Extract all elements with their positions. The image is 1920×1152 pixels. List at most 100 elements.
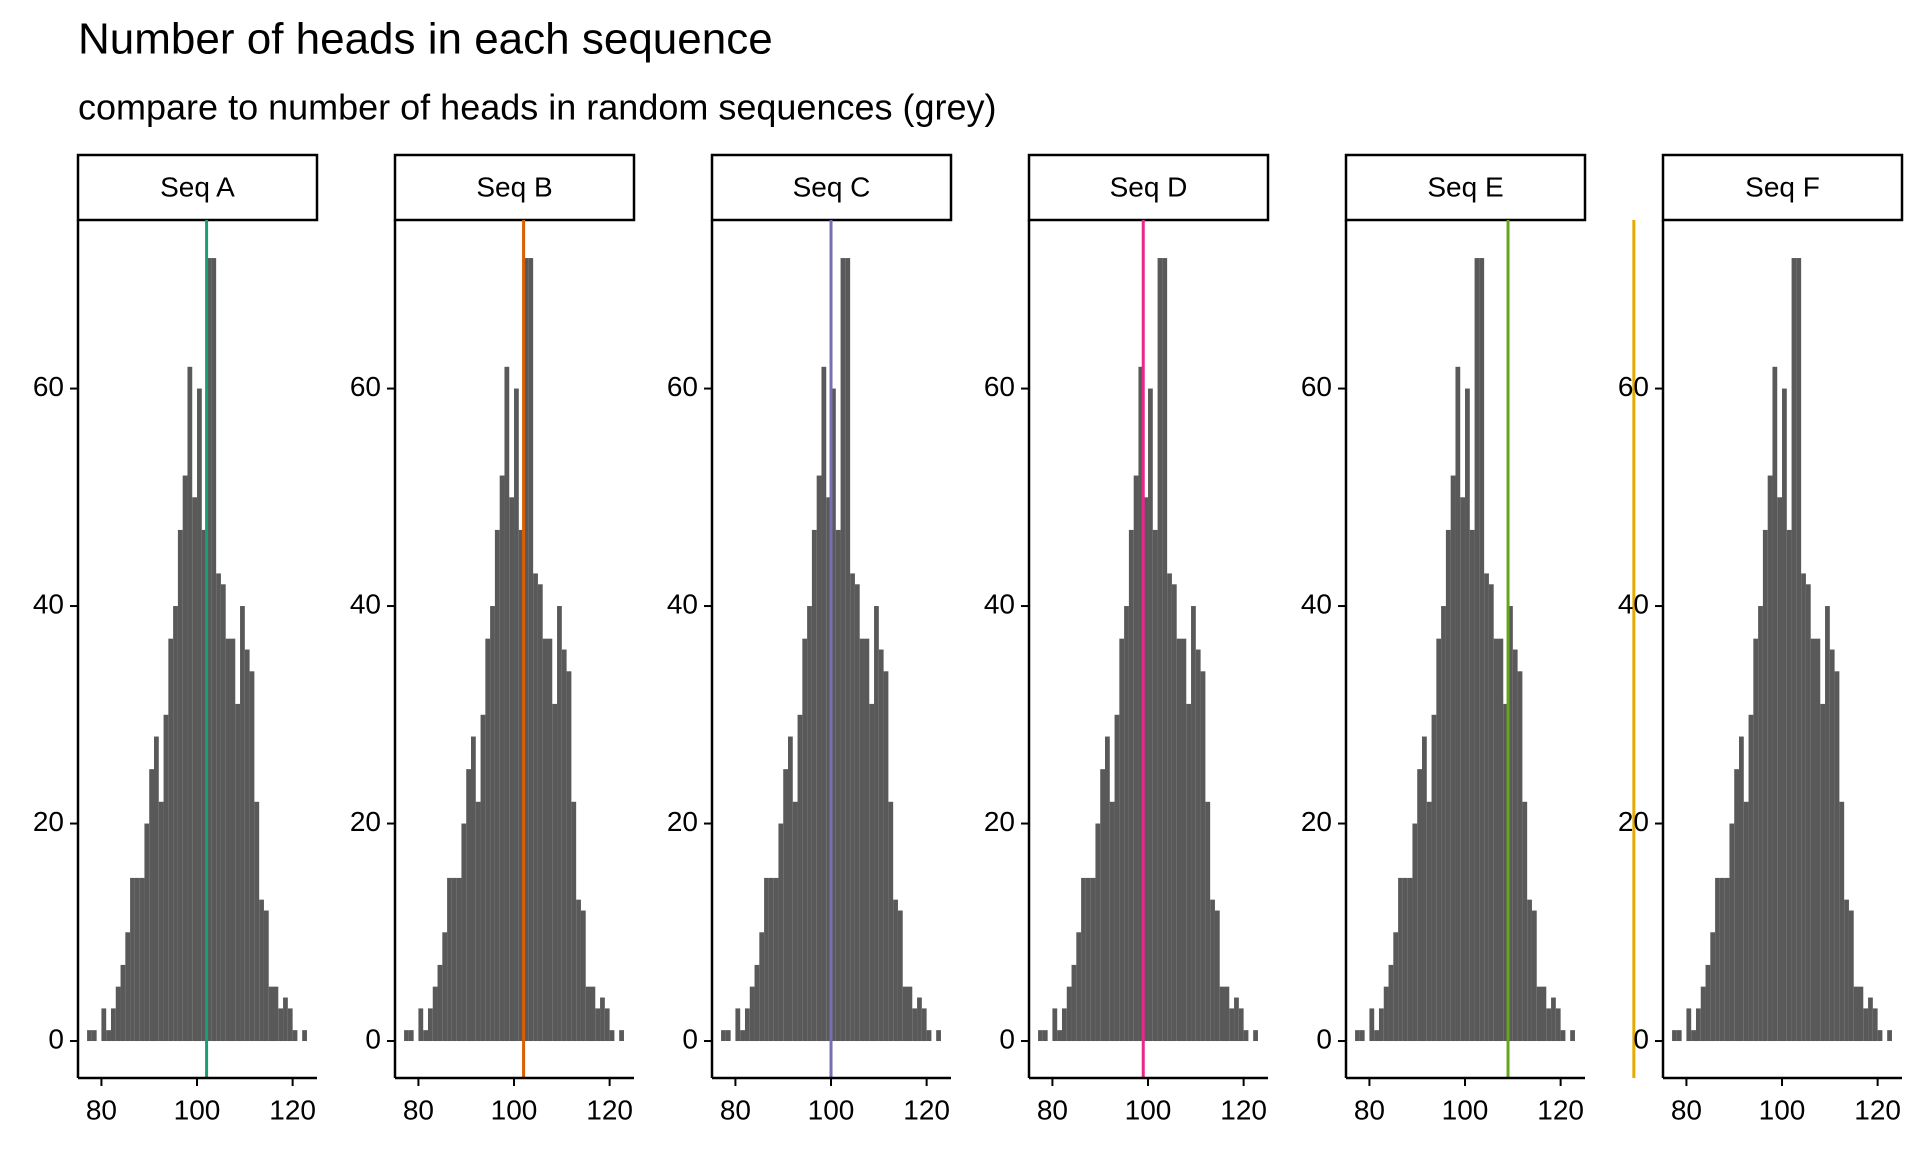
- histogram-bar: [130, 877, 135, 1042]
- histogram-bar: [1167, 573, 1172, 1042]
- histogram-bar: [442, 932, 448, 1042]
- histogram-bar: [1791, 258, 1797, 1042]
- histogram-bar: [1095, 823, 1101, 1042]
- histogram-bar: [576, 899, 581, 1042]
- x-tick-label: 120: [269, 1094, 316, 1125]
- histogram-bar: [912, 1008, 918, 1042]
- histogram-bar: [1691, 1030, 1696, 1042]
- histogram-bar: [1863, 1008, 1869, 1042]
- histogram-bar: [897, 910, 903, 1042]
- histogram-bar: [1234, 997, 1239, 1042]
- histogram-bar: [471, 736, 476, 1042]
- histogram-bar: [590, 986, 596, 1042]
- histogram-bar: [1743, 801, 1749, 1042]
- histogram-bar: [1214, 910, 1220, 1042]
- histogram-bar: [197, 388, 202, 1042]
- histogram-bar: [1820, 703, 1826, 1042]
- histogram-bar: [1124, 606, 1129, 1042]
- histogram-bar: [547, 638, 553, 1042]
- histogram-bar: [1858, 986, 1864, 1042]
- histogram-bar: [1253, 1030, 1258, 1042]
- y-tick-label: 0: [1633, 1023, 1649, 1054]
- histogram-bar: [778, 823, 784, 1042]
- histogram-bar: [1672, 1030, 1677, 1042]
- histogram-bar: [1061, 1008, 1067, 1042]
- histogram-bar: [206, 258, 212, 1042]
- histogram-bar: [1422, 736, 1427, 1042]
- histogram-bar: [1195, 649, 1201, 1042]
- histogram-bar: [1200, 671, 1206, 1042]
- histogram-bar: [864, 638, 870, 1042]
- facet-label: Seq F: [1745, 171, 1820, 202]
- histogram-bar: [1484, 573, 1489, 1042]
- facet-strip: [76, 153, 319, 222]
- histogram-bar: [408, 1030, 414, 1042]
- histogram-bar: [1426, 801, 1432, 1042]
- histogram-bar: [1090, 877, 1096, 1042]
- histogram-bar: [1531, 910, 1537, 1042]
- histogram-bar: [259, 899, 264, 1042]
- histogram-bar: [721, 1030, 726, 1042]
- histogram-bar: [859, 638, 865, 1042]
- histogram-bar: [552, 703, 558, 1042]
- histogram-bar: [447, 877, 452, 1042]
- facet-strip: [1344, 153, 1587, 222]
- histogram-bar: [149, 769, 155, 1042]
- y-tick-label: 20: [1618, 806, 1649, 837]
- histogram-bar: [1676, 1030, 1682, 1042]
- histogram-bar: [115, 986, 121, 1042]
- x-tick-label: 100: [1759, 1094, 1806, 1125]
- histogram-bar: [561, 649, 567, 1042]
- histogram-bar: [1157, 258, 1163, 1042]
- histogram-bar: [835, 529, 841, 1042]
- y-tick-label: 40: [667, 588, 698, 619]
- y-tick-label: 60: [667, 371, 698, 402]
- histogram-bar: [1176, 638, 1182, 1042]
- histogram-bar: [557, 606, 562, 1042]
- histogram-bar: [850, 573, 855, 1042]
- histogram-bar: [1810, 638, 1816, 1042]
- histogram-bar: [1383, 986, 1389, 1042]
- histogram-bar: [494, 529, 500, 1042]
- histogram-bar: [921, 1008, 927, 1042]
- histogram-bar: [1398, 877, 1403, 1042]
- x-tick-label: 100: [491, 1094, 538, 1125]
- histogram-bar: [1868, 997, 1873, 1042]
- histogram-bar: [1786, 529, 1792, 1042]
- histogram-bar: [518, 529, 524, 1042]
- x-tick-label: 120: [1854, 1094, 1901, 1125]
- histogram-bar: [902, 986, 908, 1042]
- facet-strip: [393, 153, 636, 222]
- histogram-bar: [749, 986, 755, 1042]
- facet-strip: [710, 153, 953, 222]
- histogram-bar: [1551, 997, 1556, 1042]
- y-tick-label: 20: [1301, 806, 1332, 837]
- y-tick-label: 20: [667, 806, 698, 837]
- histogram-bar: [816, 475, 822, 1042]
- histogram-bar: [182, 475, 188, 1042]
- histogram-bar: [225, 638, 231, 1042]
- histogram-bar: [1359, 1030, 1365, 1042]
- x-tick-label: 100: [1442, 1094, 1489, 1125]
- histogram-bar: [1705, 964, 1711, 1042]
- histogram-bar: [759, 932, 765, 1042]
- y-tick-label: 60: [33, 371, 64, 402]
- histogram-bar: [1839, 801, 1845, 1042]
- histogram-bar: [1431, 714, 1437, 1042]
- histogram-bar: [1748, 714, 1754, 1042]
- histogram-bar: [792, 801, 798, 1042]
- histogram-bar: [764, 877, 769, 1042]
- histogram-bar: [1076, 932, 1082, 1042]
- histogram-bar: [1119, 638, 1125, 1042]
- histogram-bar: [1853, 986, 1859, 1042]
- histogram-bar: [1191, 606, 1196, 1042]
- histogram-bar: [1805, 584, 1811, 1042]
- histogram-bar: [1205, 801, 1211, 1042]
- histogram-bar: [1224, 986, 1230, 1042]
- histogram-bar: [509, 497, 515, 1042]
- histogram-bar: [1877, 1030, 1883, 1042]
- histogram-bar: [1148, 388, 1153, 1042]
- histogram-bar: [1517, 671, 1523, 1042]
- histogram-bar: [418, 1008, 424, 1042]
- histogram-bar: [1493, 638, 1499, 1042]
